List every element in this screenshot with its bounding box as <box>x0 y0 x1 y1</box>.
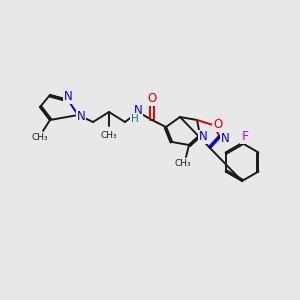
Text: O: O <box>213 118 223 131</box>
Text: N: N <box>220 131 230 145</box>
Text: CH₃: CH₃ <box>175 160 191 169</box>
Text: H: H <box>131 114 139 124</box>
Text: O: O <box>147 92 157 106</box>
Text: N: N <box>64 91 72 103</box>
Text: CH₃: CH₃ <box>32 134 48 142</box>
Text: N: N <box>199 130 207 143</box>
Text: N: N <box>134 104 142 118</box>
Text: N: N <box>76 110 85 124</box>
Text: CH₃: CH₃ <box>101 130 117 140</box>
Text: F: F <box>242 130 249 142</box>
